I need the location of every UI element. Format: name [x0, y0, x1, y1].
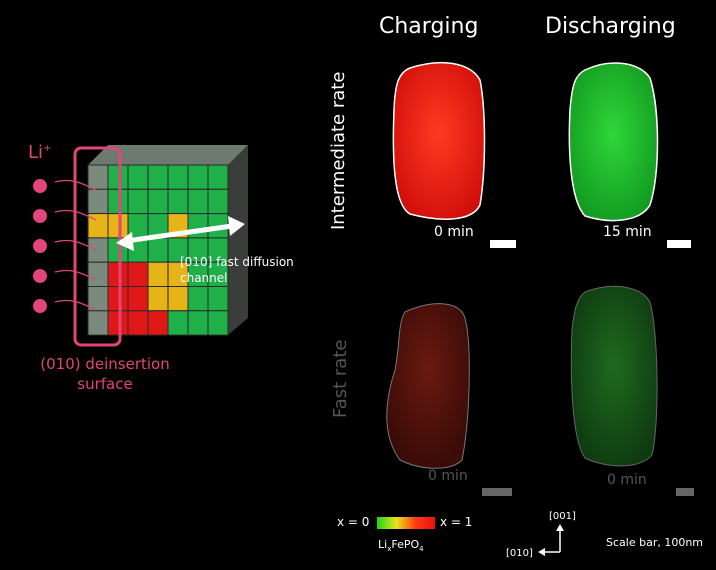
- scale-bar: [490, 240, 516, 248]
- block-front-grid: [87, 164, 229, 336]
- colorbar-right-label: x = 1: [440, 515, 473, 529]
- li-ion-dot: [33, 209, 47, 223]
- time-charging-fast: 0 min: [428, 468, 468, 484]
- scale-bar: [676, 488, 694, 496]
- block-top-face: [88, 145, 248, 165]
- deinsertion-surface-box: [73, 146, 122, 347]
- surface-label: (010) deinsertion surface: [40, 355, 170, 393]
- colorbar-formula: LixFePO4: [378, 538, 424, 554]
- li-ion-dot: [33, 269, 47, 283]
- colorbar-left-label: x = 0: [337, 515, 370, 529]
- colorbar-gradient: [377, 517, 435, 529]
- col-header-charging: Charging: [379, 14, 479, 39]
- li-ion-dot: [33, 239, 47, 253]
- li-ion-dot: [33, 299, 47, 313]
- li-ion-label: Li+: [28, 142, 51, 163]
- crystal-schematic: [33, 145, 248, 347]
- li-label-sup: +: [43, 143, 52, 154]
- time-discharging-fast: 0 min: [607, 472, 647, 488]
- col-header-discharging: Discharging: [545, 14, 676, 39]
- time-discharging-intermediate: 15 min: [603, 224, 652, 240]
- scale-bar: [482, 488, 512, 496]
- diffusion-arrow: [116, 216, 245, 251]
- particle-charging-fast: [386, 303, 470, 469]
- channel-label: [010] fast diffusion channel: [180, 255, 294, 285]
- axis-left-label: [010]: [506, 548, 533, 559]
- particle-discharging-fast: [570, 285, 658, 467]
- block-cell: [207, 310, 229, 336]
- scale-bar-caption: Scale bar, 100nm: [606, 536, 704, 549]
- scale-bar: [667, 240, 691, 248]
- li-label-main: Li: [28, 142, 44, 163]
- time-charging-intermediate: 0 min: [434, 224, 474, 240]
- particle-discharging-intermediate: [568, 62, 659, 222]
- li-ion-dot: [33, 179, 47, 193]
- particle-charging-intermediate: [392, 61, 486, 220]
- lithium-ions: [33, 179, 47, 313]
- block-side-face: [228, 145, 248, 335]
- axis-up-label: [001]: [549, 511, 576, 522]
- axes-arrows: [538, 524, 564, 556]
